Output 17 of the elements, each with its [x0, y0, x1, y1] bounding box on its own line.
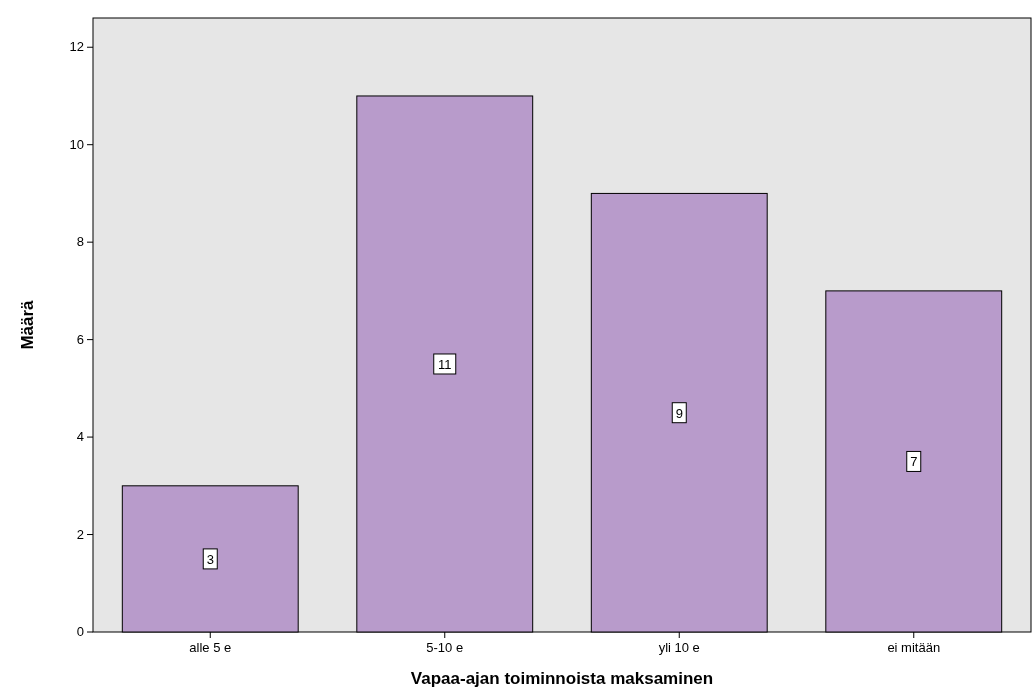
y-tick-label: 6: [76, 331, 84, 347]
y-axis-title: Määrä: [18, 299, 37, 350]
y-tick-label: 10: [69, 136, 84, 152]
y-tick-label: 4: [76, 429, 84, 445]
data-label: 3: [206, 551, 214, 567]
y-tick-label: 8: [76, 234, 84, 250]
x-tick-label: yli 10 e: [658, 640, 700, 655]
data-label: 7: [910, 454, 918, 470]
data-label: 11: [438, 356, 452, 372]
y-tick-label: 2: [76, 526, 84, 542]
x-tick-label: ei mitään: [887, 640, 941, 655]
x-axis-title: Vapaa-ajan toiminnoista maksaminen: [410, 669, 714, 687]
y-tick-label: 12: [69, 39, 84, 55]
x-tick-label: 5-10 e: [426, 640, 464, 655]
data-label: 9: [675, 405, 683, 421]
x-tick-label: alle 5 e: [189, 640, 232, 655]
y-tick-label: 0: [76, 624, 84, 639]
